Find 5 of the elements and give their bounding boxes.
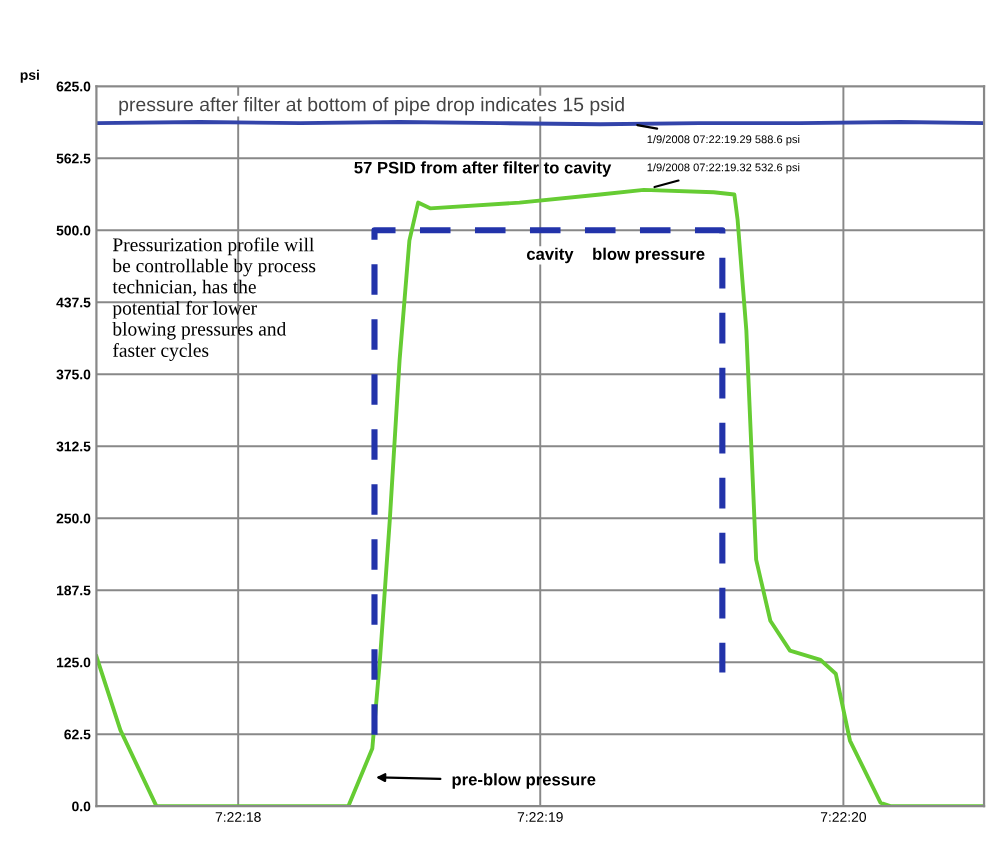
annotation: Pressurization profile will be controllable by process technician, has the potential for lower blowing pressures and faster cycles (112, 237, 316, 361)
annotation: cavity blow pressure (526, 247, 705, 264)
annotation: pressure after filter at bottom of pipe drop indicates 15 psid (119, 97, 624, 116)
annotation: 57 PSID from after filter to cavity (354, 161, 612, 177)
annotation: pre-blow pressure (452, 773, 596, 789)
